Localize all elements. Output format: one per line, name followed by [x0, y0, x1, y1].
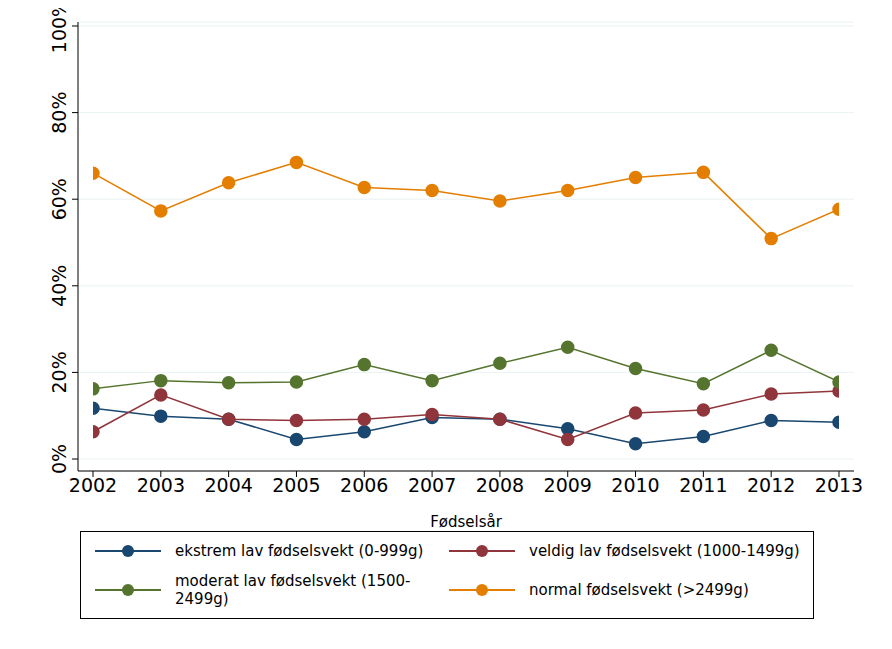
- svg-text:2011: 2011: [679, 474, 727, 496]
- svg-text:2007: 2007: [408, 474, 456, 496]
- svg-text:Fødselsår: Fødselsår: [430, 513, 503, 531]
- html-text:moderat lav fødselsvekt (1500-: moderat lav fødselsvekt (1500-2499g): [175, 572, 411, 608]
- svg-text:2002: 2002: [69, 474, 117, 496]
- svg-text:40%: 40%: [48, 265, 70, 307]
- svg-text:2004: 2004: [204, 474, 252, 496]
- svg-text:2005: 2005: [272, 474, 320, 496]
- html-text:ekstrem lav fødselsvekt (0-999: ekstrem lav fødselsvekt (0-999g): [175, 542, 424, 560]
- svg-text:2003: 2003: [137, 474, 185, 496]
- svg-text:2012: 2012: [747, 474, 795, 496]
- html-text:normal fødselsvekt (>2499g): normal fødselsvekt (>2499g): [529, 581, 749, 599]
- svg-text:2006: 2006: [340, 474, 388, 496]
- svg-text:100%: 100%: [48, 8, 70, 53]
- svg-text:80%: 80%: [48, 91, 70, 133]
- svg-text:2009: 2009: [544, 474, 592, 496]
- svg-text:60%: 60%: [48, 178, 70, 220]
- html-text:veldig lav fødselsvekt (1000-1: veldig lav fødselsvekt (1000-1499g): [529, 542, 800, 560]
- svg-text:2008: 2008: [476, 474, 524, 496]
- svg-text:2010: 2010: [611, 474, 659, 496]
- svg-text:0%: 0%: [48, 444, 70, 474]
- svg-text:2013: 2013: [815, 474, 863, 496]
- svg-text:20%: 20%: [48, 351, 70, 393]
